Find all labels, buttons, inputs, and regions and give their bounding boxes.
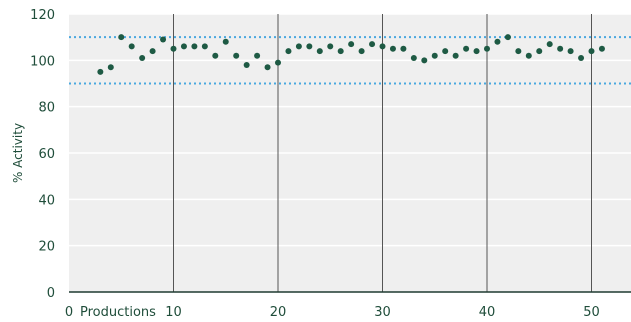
x-tick-label-40: 40 (479, 305, 496, 320)
data-point-3 (118, 34, 125, 41)
data-point-48 (588, 48, 595, 55)
data-point-45 (557, 45, 564, 52)
y-tick-label-60: 60 (38, 147, 55, 162)
data-point-35 (452, 52, 459, 59)
y-tick-label-40: 40 (38, 193, 55, 208)
data-point-23 (327, 43, 334, 50)
x-tick-label-50: 50 (583, 305, 600, 320)
data-point-21 (306, 43, 313, 50)
data-point-2 (107, 64, 114, 71)
data-point-18 (275, 59, 281, 66)
y-tick-labels: 0 20 40 60 80 100 120 (30, 8, 55, 301)
data-point-22 (316, 48, 323, 55)
reference-lines (69, 36, 631, 85)
data-point-42 (525, 52, 532, 59)
x-tick-labels: 0 10 20 30 40 50 (65, 305, 600, 320)
data-point-30 (400, 45, 407, 52)
data-point-31 (410, 55, 417, 62)
data-point-33 (431, 52, 438, 59)
data-point-7 (160, 36, 167, 43)
x-axis-title: Productions (80, 305, 156, 320)
data-point-47 (578, 55, 585, 62)
data-point-40 (504, 34, 511, 41)
data-point-9 (180, 43, 187, 50)
y-tick-label-20: 20 (38, 240, 55, 255)
data-point-10 (191, 43, 198, 50)
data-point-46 (567, 48, 574, 55)
data-point-5 (139, 55, 146, 62)
y-tick-label-0: 0 (47, 286, 55, 301)
data-point-41 (515, 48, 522, 55)
data-point-26 (358, 48, 365, 55)
data-point-4 (128, 43, 135, 50)
data-point-24 (337, 48, 344, 55)
data-point-1 (97, 68, 104, 75)
data-point-6 (149, 48, 156, 55)
data-point-17 (264, 64, 271, 71)
data-point-19 (285, 48, 292, 55)
data-point-34 (442, 48, 449, 55)
data-point-36 (463, 45, 470, 52)
x-tick-label-30: 30 (374, 305, 391, 320)
data-point-20 (295, 43, 302, 50)
y-tick-label-120: 120 (30, 8, 55, 23)
data-point-32 (421, 57, 428, 64)
y-axis-title: % Activity (11, 123, 25, 183)
x-tick-label-0: 0 (65, 305, 73, 320)
data-point-14 (233, 52, 240, 59)
horizontal-gridlines (69, 13, 631, 247)
data-point-39 (494, 38, 501, 45)
data-point-27 (369, 41, 376, 48)
data-point-8 (170, 45, 177, 52)
data-point-37 (473, 48, 480, 55)
data-point-12 (212, 52, 219, 59)
data-point-25 (348, 41, 355, 48)
data-point-13 (222, 38, 229, 45)
data-point-44 (546, 41, 553, 48)
data-point-11 (201, 43, 208, 50)
y-tick-label-100: 100 (30, 54, 55, 69)
x-tick-label-10: 10 (165, 305, 182, 320)
data-point-29 (389, 45, 396, 52)
data-point-15 (243, 61, 250, 68)
y-tick-label-80: 80 (38, 101, 55, 116)
data-points (97, 34, 605, 75)
data-point-49 (598, 45, 605, 52)
data-point-43 (536, 48, 543, 55)
x-tick-label-20: 20 (270, 305, 287, 320)
data-point-28 (379, 43, 386, 50)
data-point-16 (254, 52, 261, 59)
data-point-38 (484, 45, 490, 52)
